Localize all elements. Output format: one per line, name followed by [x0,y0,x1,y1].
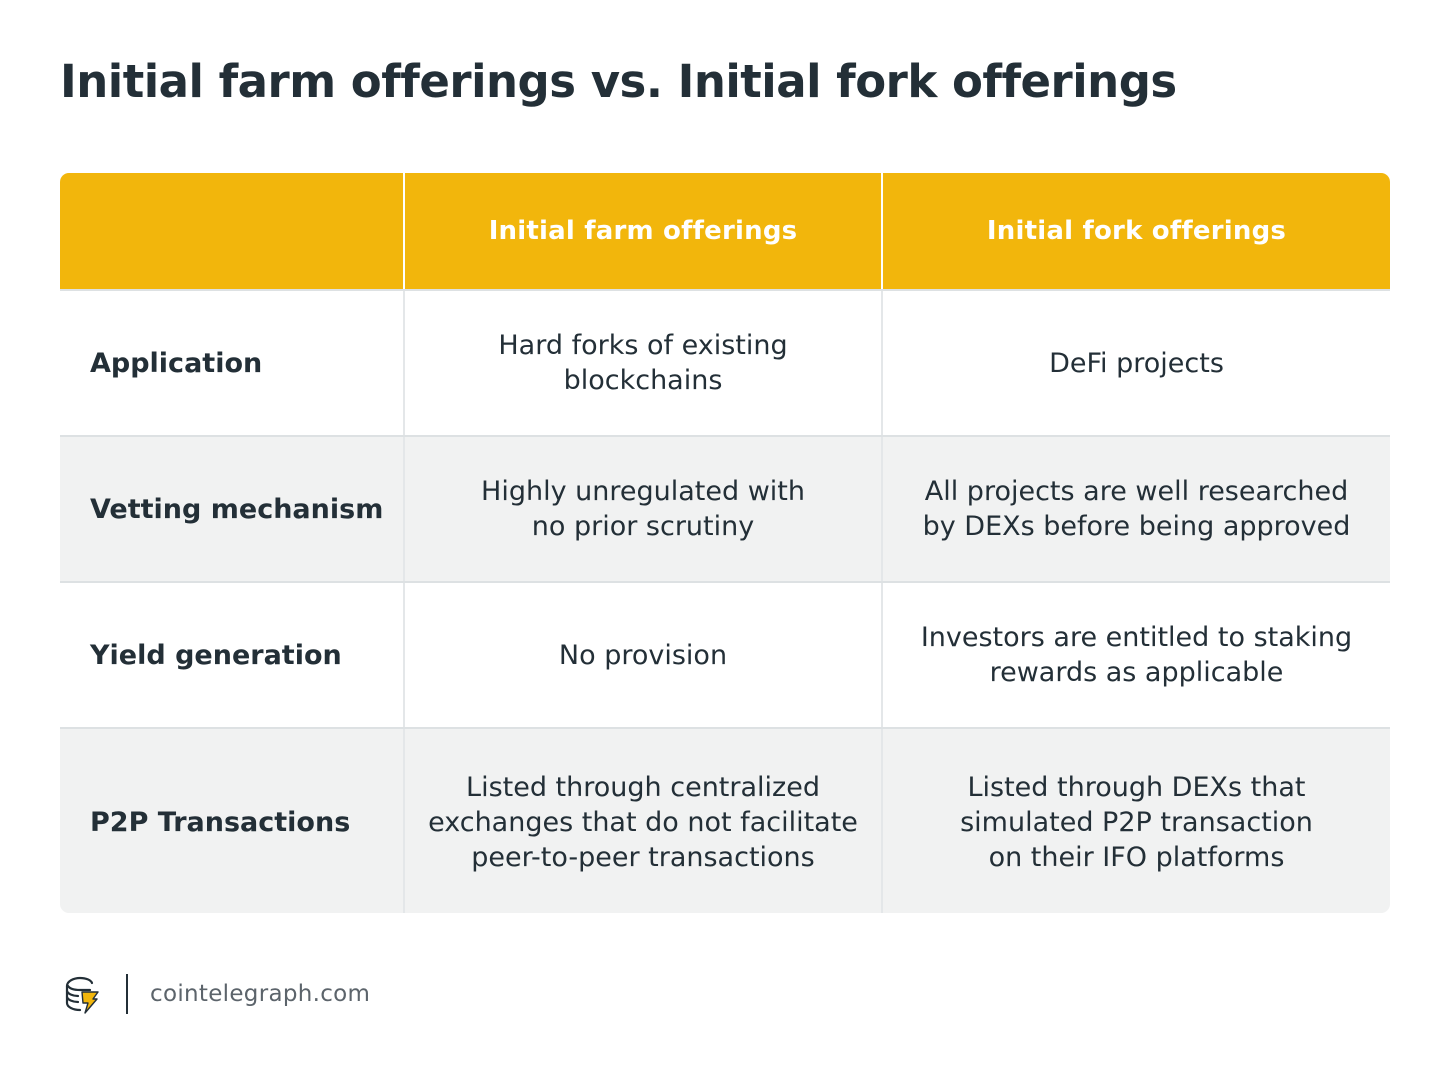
fork-value: DeFi projects [1049,347,1224,379]
table-row: Application Hard forks of existing block… [60,289,1390,435]
table-header-farm: Initial farm offerings [403,173,881,289]
farm-cell: No provision [403,583,881,727]
farm-value: No provision [558,639,728,671]
farm-value: Highly unregulated with no prior scrutin… [481,476,805,542]
site-name: cointelegraph.com [150,981,371,1007]
table-header-empty [60,173,403,289]
row-label: P2P Transactions [90,806,351,838]
cointelegraph-logo-icon [65,976,99,1014]
fork-value: Investors are entitled to staking reward… [920,622,1353,688]
table-row: Vetting mechanism Highly unregulated wit… [60,435,1390,581]
fork-value: Listed through DEXs that simulated P2P t… [960,771,1313,873]
fork-cell: All projects are well researched by DEXs… [881,437,1390,581]
table-header-row: Initial farm offerings Initial fork offe… [60,173,1390,289]
table-row: P2P Transactions Listed through centrali… [60,727,1390,913]
footer: cointelegraph.com [60,972,370,1016]
row-label: Vetting mechanism [90,493,384,525]
farm-value: Listed through centralized exchanges tha… [428,771,858,873]
fork-cell: Investors are entitled to staking reward… [881,583,1390,727]
fork-cell: DeFi projects [881,291,1390,435]
table-header-fork: Initial fork offerings [881,173,1390,289]
farm-cell: Hard forks of existing blockchains [403,291,881,435]
row-label-cell: Yield generation [60,583,403,727]
farm-value: Hard forks of existing blockchains [498,330,788,396]
row-label: Yield generation [90,639,342,671]
fork-cell: Listed through DEXs that simulated P2P t… [881,729,1390,913]
farm-cell: Listed through centralized exchanges tha… [403,729,881,913]
row-label-cell: Vetting mechanism [60,437,403,581]
page-title: Initial farm offerings vs. Initial fork … [60,55,1177,108]
table-row: Yield generation No provision Investors … [60,581,1390,727]
fork-value: All projects are well researched by DEXs… [922,476,1351,542]
row-label: Application [90,347,263,379]
row-label-cell: Application [60,291,403,435]
row-label-cell: P2P Transactions [60,729,403,913]
comparison-table: Initial farm offerings Initial fork offe… [60,173,1390,913]
footer-divider [126,974,128,1014]
farm-cell: Highly unregulated with no prior scrutin… [403,437,881,581]
